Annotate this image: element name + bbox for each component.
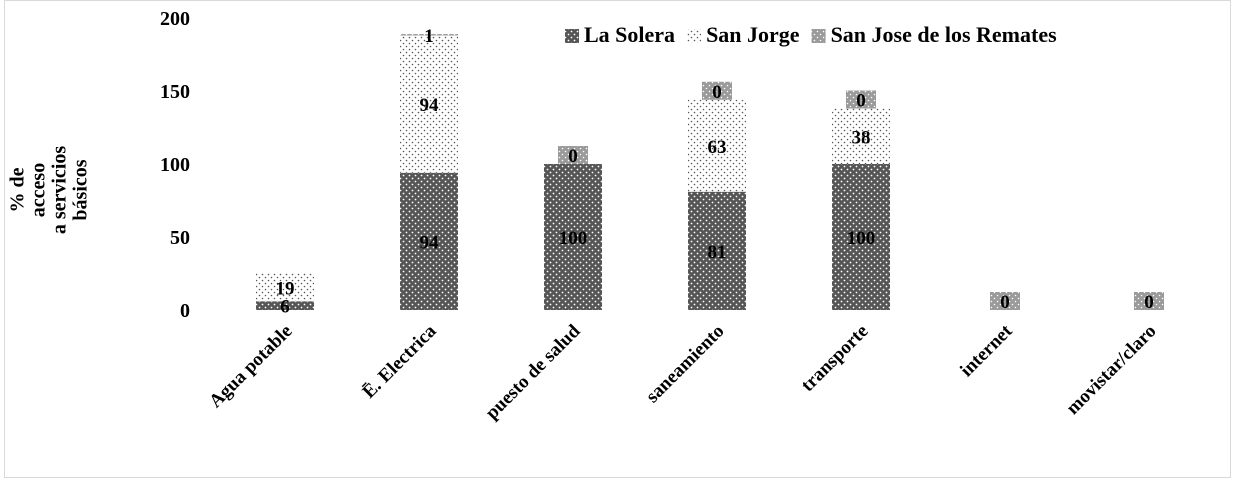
data-label-san-jose-de-los-remates-transporte: 0 xyxy=(856,91,866,112)
legend-swatch-san-jose-de-los-remates xyxy=(811,29,826,43)
data-label-san-jose-de-los-remates-e-electrica: 1 xyxy=(424,26,434,47)
data-label-la-solera-transporte: 100 xyxy=(847,228,876,249)
data-labels: 619 94 94 1 100 0 81 63 0 100 38 0 0 0 xyxy=(276,26,1154,318)
bars xyxy=(256,34,1164,310)
x-tick-label: Ē. Electrica xyxy=(359,320,441,402)
data-label-la-solera-puesto-de-salud: 100 xyxy=(559,228,588,249)
data-label-san-jorge-transporte: 38 xyxy=(852,127,871,148)
bar-la-solera-transporte xyxy=(832,164,890,310)
bar-san-jose-de-los-remates-saneamiento xyxy=(702,81,732,100)
data-label-san-jose-de-los-remates-puesto-de-salud: 0 xyxy=(568,146,578,167)
x-tick-label: movistar/claro xyxy=(1062,321,1160,419)
data-label-la-solera-saneamiento: 81 xyxy=(708,242,727,263)
x-tick-label: internet xyxy=(956,320,1017,381)
chart-frame xyxy=(4,0,1231,478)
bar-la-solera-e-electrica xyxy=(400,172,458,310)
data-label-san-jose-de-los-remates-internet: 0 xyxy=(1000,292,1010,313)
bar-san-jorge-agua-potable xyxy=(256,273,314,302)
data-label-san-jose-de-los-remates-saneamiento: 0 xyxy=(712,82,722,103)
data-label-san-jorge-agua-potable: 19 xyxy=(276,278,295,299)
y-tick-label: 150 xyxy=(160,81,190,103)
bar-san-jorge-transporte xyxy=(832,108,890,164)
bar-la-solera-agua-potable xyxy=(256,301,314,310)
legend-swatch-san-jorge xyxy=(687,29,702,43)
legend-swatch-la-solera xyxy=(565,29,579,43)
x-tick-label: Agua potable xyxy=(205,321,296,412)
y-axis-ticks: 0 50 100 150 200 xyxy=(160,8,190,322)
x-axis-ticks: Agua potable Ē. Electrica puesto de salud s… xyxy=(205,320,1160,423)
data-label-san-jorge-e-electrica: 94 xyxy=(420,95,440,116)
y-tick-label: 50 xyxy=(170,227,190,249)
bar-san-jose-de-los-remates-e-electrica xyxy=(400,34,458,36)
bar-la-solera-saneamiento xyxy=(688,191,746,310)
bar-san-jose-de-los-remates-transporte xyxy=(846,90,876,109)
y-tick-label: 0 xyxy=(180,300,190,322)
bar-san-jorge-e-electrica xyxy=(400,35,458,173)
bar-san-jose-de-los-remates-internet xyxy=(990,292,1020,310)
y-tick-label: 100 xyxy=(160,154,190,176)
legend-label-san-jose-de-los-remates: San Jose de los Remates xyxy=(831,22,1058,47)
legend-label-san-jorge: San Jorge xyxy=(706,22,800,47)
data-label-la-solera-e-electrica: 94 xyxy=(420,232,440,253)
y-axis-title-text: % deaccesoa serviciosbásicos xyxy=(7,146,92,235)
bar-san-jorge-saneamiento xyxy=(688,99,746,192)
bar-san-jose-de-los-remates-movistar-claro xyxy=(1134,292,1164,310)
x-tick-label: transporte xyxy=(797,321,872,396)
data-label-san-jose-de-los-remates-movistar-claro: 0 xyxy=(1144,292,1154,313)
x-tick-label: puesto de salud xyxy=(482,320,585,423)
legend: La Solera San Jorge San Jose de los Remate… xyxy=(565,22,1057,47)
x-tick-label: saneamiento xyxy=(642,321,728,407)
data-label-la-solera-agua-potable: 6 xyxy=(280,297,290,318)
legend-label-la-solera: La Solera xyxy=(584,22,675,47)
y-tick-label: 200 xyxy=(160,8,190,30)
bar-la-solera-puesto-de-salud xyxy=(544,164,602,310)
data-label-san-jorge-saneamiento: 63 xyxy=(708,137,727,158)
bar-san-jose-de-los-remates-puesto-de-salud xyxy=(558,146,588,164)
y-axis-title: % deaccesoa serviciosbásicos xyxy=(7,146,92,235)
